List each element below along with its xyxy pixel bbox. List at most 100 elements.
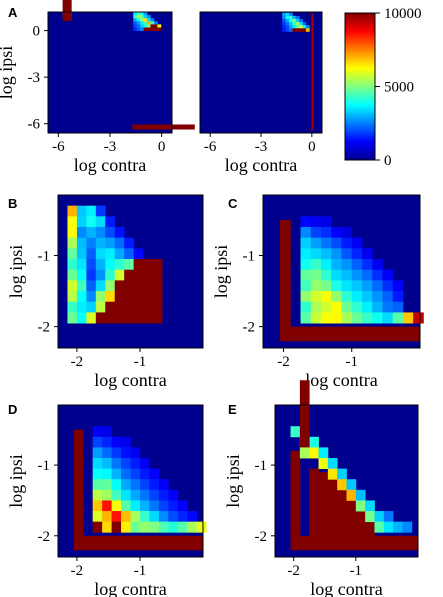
heatmap-cell	[158, 479, 169, 491]
y-axis-label: log ipsi	[6, 245, 26, 299]
heatmap-cell	[351, 291, 363, 303]
heatmap-cell	[86, 205, 97, 217]
heatmap-cell	[177, 500, 188, 512]
heatmap-cell	[288, 12, 293, 17]
heatmap-cell	[321, 216, 332, 228]
y-tick-label: -1	[38, 458, 51, 474]
heatmap-cell	[67, 269, 78, 281]
heatmap-cell	[149, 500, 160, 512]
y-tick-label: -2	[255, 529, 268, 545]
colorbar-gradient	[344, 12, 376, 161]
heatmap-cell	[136, 18, 141, 22]
colorbar: 10000 5000 0	[344, 6, 422, 169]
heatmap-cell	[341, 269, 353, 281]
x-tick-label: -1	[345, 354, 358, 370]
heatmap-cell	[285, 12, 290, 17]
y-tick-label: -1	[38, 248, 51, 264]
heatmap-cell	[177, 521, 188, 533]
heatmap-cell	[361, 291, 373, 303]
heatmap-cell	[310, 301, 322, 313]
heatmap-cell	[157, 27, 162, 32]
heatmap-cell	[300, 291, 312, 303]
heatmap-cell	[341, 248, 353, 260]
heatmap-cell	[361, 269, 373, 281]
heatmap-cell	[153, 24, 158, 28]
heatmap-cell	[86, 227, 97, 239]
heatmap-cell	[124, 291, 135, 303]
heatmap-panel: -2 -1 -1 -2 log contra log ipsi B	[6, 194, 204, 390]
heatmap-cell	[288, 28, 293, 32]
heatmap-cell	[76, 248, 87, 260]
heatmap-cell	[114, 237, 125, 249]
heatmap-cell	[139, 521, 150, 533]
heatmap-cell	[136, 12, 141, 16]
heatmap-cell	[105, 269, 116, 281]
plot-frame	[274, 404, 419, 558]
heatmap-cell	[102, 468, 112, 480]
heatmap-panel: -2 -1 -1 -2 log contra log ipsi D	[6, 402, 207, 597]
heatmap-cell	[331, 280, 342, 292]
y-axis-label: log ipsi	[223, 454, 243, 508]
heatmap-cell	[351, 237, 363, 249]
heatmap-cell	[351, 312, 363, 324]
heatmap-cell	[114, 248, 125, 260]
heatmap-cell	[168, 489, 179, 501]
heatmap-cell	[149, 521, 160, 533]
heatmap-cell	[337, 489, 347, 537]
heatmap-cell	[111, 521, 122, 533]
y-axis-label: log ipsi	[6, 454, 26, 508]
heatmap-cell	[139, 489, 150, 501]
heatmap-cell	[95, 205, 106, 217]
heatmap-cell	[76, 301, 87, 313]
heatmap-cell	[130, 479, 141, 491]
heatmap-cell	[168, 521, 179, 533]
heatmap-cell	[130, 447, 141, 459]
heatmap-cell	[361, 280, 373, 292]
heatmap-cell	[121, 458, 131, 470]
heatmap-cell	[121, 479, 131, 491]
colorbar-tick-label: 5000	[384, 80, 414, 96]
y-axis-label: log ipsi	[0, 46, 16, 100]
heatmap-cell	[95, 237, 106, 249]
heatmap-cell	[114, 301, 125, 313]
x-tick-label: -2	[277, 354, 290, 370]
heatmap-cell	[92, 447, 103, 459]
heatmap-cell	[124, 312, 135, 324]
x-tick-label: -3	[255, 139, 268, 155]
heatmap-cell	[300, 280, 312, 292]
heatmap-cell	[341, 301, 353, 313]
heatmap-cell	[295, 15, 300, 20]
heatmap-cell	[86, 216, 97, 228]
heatmap-cell	[331, 269, 342, 281]
heatmap-cell	[152, 269, 163, 281]
heatmap-cell	[105, 216, 116, 228]
heatmap-cell	[86, 237, 97, 249]
heatmap-panel: -2 -1 -1 -2 log contra log ipsi C	[211, 194, 424, 390]
heatmap-cell	[124, 280, 135, 292]
heatmap-cell	[331, 259, 342, 271]
heatmap-cell	[102, 426, 112, 438]
heatmap-cell	[95, 291, 106, 303]
heatmap-cell	[111, 511, 122, 523]
heatmap-cell	[67, 237, 78, 249]
panel-letter: C	[228, 196, 238, 211]
heatmap-cell	[355, 489, 366, 501]
heatmap-cell	[331, 301, 342, 313]
plot-frame	[57, 404, 204, 558]
heatmap-cell	[372, 291, 383, 303]
heatmap-cell	[150, 21, 155, 25]
heatmap-cell	[152, 301, 163, 313]
heatmap-cell	[321, 237, 332, 249]
heatmap-cell	[309, 468, 319, 537]
heatmap-cell	[187, 511, 198, 523]
heatmap-cell	[310, 216, 322, 228]
heatmap-cell	[300, 248, 312, 260]
heatmap-cell	[149, 489, 160, 501]
heatmap-cell	[143, 280, 153, 292]
heatmap-cell	[285, 25, 290, 29]
heatmap-cell	[130, 521, 141, 533]
heatmap-cell	[95, 312, 106, 324]
heatmap-cell	[402, 312, 414, 324]
heatmap-cell	[62, 0, 72, 21]
heatmap-cell	[86, 248, 97, 260]
